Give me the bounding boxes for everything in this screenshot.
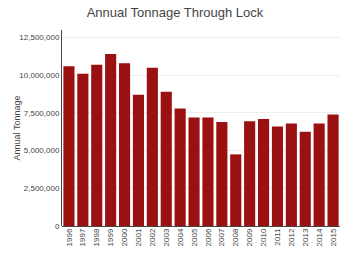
svg-text:2011: 2011 bbox=[273, 228, 282, 246]
svg-text:1999: 1999 bbox=[106, 228, 115, 246]
svg-text:Annual Tonnage Through Lock: Annual Tonnage Through Lock bbox=[87, 5, 264, 20]
svg-text:2010: 2010 bbox=[259, 228, 268, 246]
svg-text:7,500,000: 7,500,000 bbox=[24, 109, 60, 118]
svg-text:1998: 1998 bbox=[92, 228, 101, 246]
svg-text:1997: 1997 bbox=[78, 228, 87, 246]
svg-text:2003: 2003 bbox=[162, 228, 171, 246]
svg-text:2004: 2004 bbox=[176, 228, 185, 246]
svg-text:10,000,000: 10,000,000 bbox=[19, 71, 60, 80]
svg-text:2013: 2013 bbox=[301, 228, 310, 246]
svg-text:2002: 2002 bbox=[148, 228, 157, 246]
svg-text:2012: 2012 bbox=[287, 228, 296, 246]
svg-text:Annual Tonnage: Annual Tonnage bbox=[12, 96, 22, 161]
svg-text:12,500,000: 12,500,000 bbox=[19, 33, 60, 42]
svg-text:2006: 2006 bbox=[204, 228, 213, 246]
svg-text:2008: 2008 bbox=[231, 228, 240, 246]
svg-text:2009: 2009 bbox=[245, 228, 254, 246]
svg-text:2,500,000: 2,500,000 bbox=[24, 184, 60, 193]
svg-text:5,000,000: 5,000,000 bbox=[24, 146, 60, 155]
svg-text:0: 0 bbox=[55, 222, 60, 231]
svg-text:2000: 2000 bbox=[120, 228, 129, 246]
svg-text:2007: 2007 bbox=[217, 228, 226, 246]
svg-text:2001: 2001 bbox=[134, 228, 143, 246]
svg-text:2015: 2015 bbox=[329, 228, 338, 246]
svg-text:2014: 2014 bbox=[315, 228, 324, 246]
svg-text:1996: 1996 bbox=[65, 228, 74, 246]
svg-text:2005: 2005 bbox=[190, 228, 199, 246]
